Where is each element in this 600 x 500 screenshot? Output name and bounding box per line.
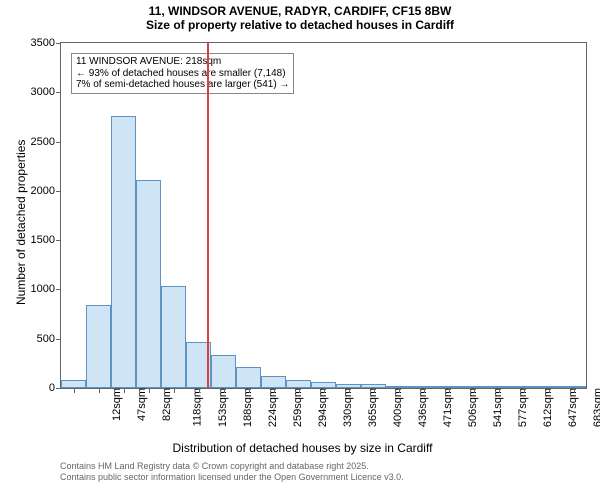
y-tick-label: 3000 — [31, 86, 61, 98]
y-axis-label: Number of detached properties — [14, 139, 28, 304]
x-tick — [324, 388, 325, 393]
plot-area: 11 WINDSOR AVENUE: 218sqm ← 93% of detac… — [60, 42, 587, 389]
bar — [111, 116, 136, 388]
x-tick — [249, 388, 250, 393]
bar — [286, 380, 311, 388]
x-tick — [474, 388, 475, 393]
x-tick-label: 436sqm — [411, 388, 429, 427]
bar — [136, 180, 161, 388]
bar — [61, 380, 86, 388]
reference-line — [207, 43, 209, 388]
x-tick — [99, 388, 100, 393]
annotation-line-1: 11 WINDSOR AVENUE: 218sqm — [76, 56, 289, 68]
x-tick — [424, 388, 425, 393]
x-tick-label: 683sqm — [586, 388, 600, 427]
bar — [261, 376, 286, 388]
x-tick-label: 12sqm — [105, 388, 123, 421]
bar — [86, 305, 111, 388]
y-tick-label: 1500 — [31, 234, 61, 246]
x-tick — [199, 388, 200, 393]
x-tick-label: 118sqm — [185, 388, 203, 426]
property-size-chart: 11, WINDSOR AVENUE, RADYR, CARDIFF, CF15… — [0, 0, 600, 500]
x-tick-label: 47sqm — [130, 388, 148, 421]
x-tick — [499, 388, 500, 393]
x-axis-label: Distribution of detached houses by size … — [173, 441, 433, 455]
y-tick-label: 3500 — [31, 37, 61, 49]
x-tick-label: 330sqm — [336, 388, 354, 427]
x-tick — [399, 388, 400, 393]
x-tick — [299, 388, 300, 393]
annotation-box: 11 WINDSOR AVENUE: 218sqm ← 93% of detac… — [71, 53, 294, 94]
x-tick-label: 577sqm — [511, 388, 529, 427]
attribution-line-2: Contains public sector information licen… — [60, 472, 404, 483]
x-tick-label: 365sqm — [361, 388, 379, 427]
x-tick-label: 400sqm — [386, 388, 404, 427]
y-tick-label: 2500 — [31, 136, 61, 148]
y-tick-label: 0 — [49, 382, 61, 394]
x-tick-label: 153sqm — [211, 388, 229, 427]
y-tick-label: 500 — [37, 333, 61, 345]
x-tick-label: 506sqm — [461, 388, 479, 427]
x-tick-label: 188sqm — [236, 388, 254, 427]
x-tick-label: 224sqm — [261, 388, 279, 427]
x-tick — [74, 388, 75, 393]
x-tick — [449, 388, 450, 393]
x-tick-label: 82sqm — [155, 388, 173, 421]
x-tick — [574, 388, 575, 393]
x-tick — [124, 388, 125, 393]
title-line-1: 11, WINDSOR AVENUE, RADYR, CARDIFF, CF15… — [0, 4, 600, 18]
y-tick-label: 2000 — [31, 185, 61, 197]
title-line-2: Size of property relative to detached ho… — [0, 18, 600, 32]
x-tick — [349, 388, 350, 393]
x-tick-label: 612sqm — [536, 388, 554, 427]
x-tick — [549, 388, 550, 393]
x-tick-label: 294sqm — [311, 388, 329, 427]
x-tick — [274, 388, 275, 393]
x-tick-label: 471sqm — [436, 388, 454, 427]
x-tick — [374, 388, 375, 393]
chart-title: 11, WINDSOR AVENUE, RADYR, CARDIFF, CF15… — [0, 0, 600, 33]
bar — [211, 355, 236, 388]
annotation-line-2: ← 93% of detached houses are smaller (7,… — [76, 68, 289, 80]
x-tick — [174, 388, 175, 393]
x-tick-label: 259sqm — [286, 388, 304, 427]
y-tick-label: 1000 — [31, 283, 61, 295]
annotation-line-3: 7% of semi-detached houses are larger (5… — [76, 79, 289, 91]
x-tick — [149, 388, 150, 393]
x-tick-label: 541sqm — [486, 388, 504, 427]
x-tick — [524, 388, 525, 393]
bar — [161, 286, 186, 388]
x-tick — [224, 388, 225, 393]
attribution-text: Contains HM Land Registry data © Crown c… — [60, 461, 404, 483]
attribution-line-1: Contains HM Land Registry data © Crown c… — [60, 461, 404, 472]
x-tick-label: 647sqm — [561, 388, 579, 427]
bar — [236, 367, 261, 388]
